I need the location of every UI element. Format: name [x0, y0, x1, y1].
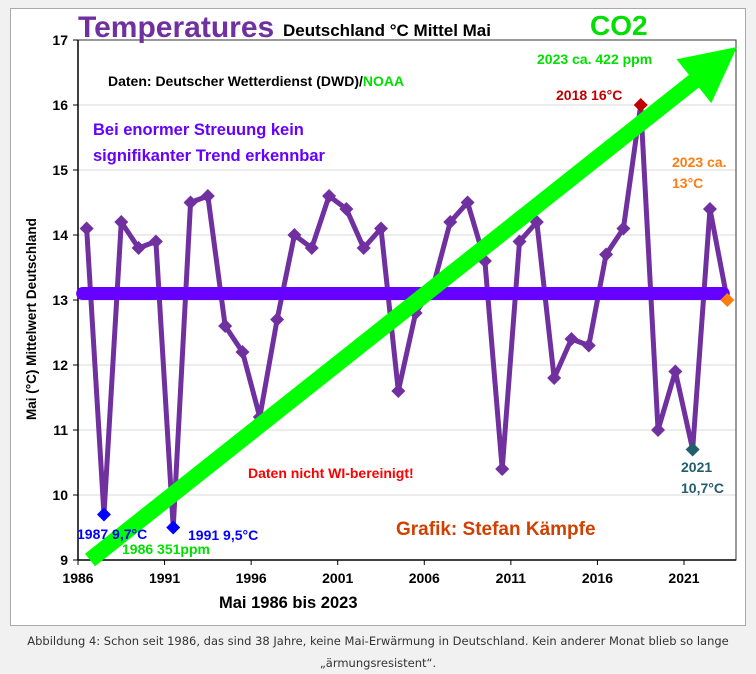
data-point-2022: [702, 202, 717, 216]
data-point-2017: [616, 221, 631, 236]
trend-note-line2: signifikanter Trend erkennbar: [93, 147, 326, 165]
y-tick-label: 15: [52, 162, 68, 178]
data-point-1999: [304, 241, 319, 255]
x-tick-label: 2021: [668, 570, 699, 586]
y-tick-label: 13: [52, 292, 68, 308]
data-point-1995: [235, 345, 250, 359]
x-tick-label: 1991: [149, 570, 180, 586]
highlight-2021-label-line2: 10,7°C: [681, 480, 724, 496]
caption-line-2: „ärmungsresistent“.: [319, 656, 437, 670]
data-point-2023: [720, 293, 735, 307]
data-point-1990: [148, 234, 163, 249]
data-point-2014: [564, 332, 579, 346]
y-tick-label: 14: [52, 227, 68, 243]
data-point-1991: [166, 520, 181, 535]
series-layer: [76, 47, 737, 567]
credit-label: Grafik: Stefan Kämpfe: [396, 519, 596, 540]
data-point-1986: [79, 221, 94, 236]
temperature-chart: 9 10 11 12 13 14 15 16 17 1986 1991 1996 2001 2006 201…: [24, 10, 737, 612]
data-point-2019: [651, 423, 666, 437]
highlight-2023-label-line1: 2023 ca.: [672, 154, 727, 170]
co2-arrow: [85, 47, 737, 567]
source-prefix: Daten: Deutscher Wetterdienst (DWD)/: [108, 73, 363, 89]
x-tick-label: 1996: [236, 570, 267, 586]
x-tick-label: 1986: [62, 570, 93, 586]
data-point-1994: [218, 319, 233, 333]
data-point-2007: [443, 215, 458, 229]
not-adjusted-note: Daten nicht WI-bereinigt!: [248, 465, 414, 481]
data-point-2004: [391, 384, 406, 398]
highlight-2023-label-line2: 13°C: [672, 175, 703, 191]
data-point-2021: [685, 442, 700, 457]
data-point-2018: [633, 98, 648, 112]
trend-note-line1: Bei enormer Streuung kein: [93, 121, 304, 139]
source-noaa: NOAA: [363, 73, 404, 89]
data-point-2013: [547, 371, 562, 385]
axes: 9 10 11 12 13 14 15 16 17 1986 1991 1996 2001 2006 201…: [52, 32, 737, 586]
data-point-1989: [131, 241, 146, 255]
y-tick-label: 17: [52, 32, 68, 48]
labels-layer: Temperatures Deutschland °C Mittel Mai C…: [24, 10, 727, 612]
data-point-2010: [495, 462, 510, 476]
data-point-1997: [270, 312, 285, 327]
chart-title-sub: Deutschland °C Mittel Mai: [283, 21, 491, 40]
chart-title-main: Temperatures: [78, 11, 274, 44]
data-point-2008: [460, 195, 475, 210]
data-point-1992: [183, 195, 198, 210]
data-point-2002: [356, 241, 371, 255]
co2-title: CO2: [590, 10, 648, 41]
y-axis-label: Mai (°C) Mittelwert Deutschland: [24, 218, 39, 420]
x-axis-label: Mai 1986 bis 2023: [219, 594, 358, 612]
co2-end-label: 2023 ca. 422 ppm: [537, 51, 652, 67]
data-point-2000: [322, 189, 337, 203]
figure-caption: Abbildung 4: Schon seit 1986, das sind 3…: [0, 630, 756, 674]
data-point-2020: [668, 364, 683, 379]
data-point-1988: [114, 215, 129, 229]
y-tick-label: 9: [60, 552, 68, 568]
data-point-1993: [200, 189, 215, 203]
y-tick-label: 12: [52, 357, 68, 373]
data-point-2011: [512, 234, 527, 249]
y-tick-label: 16: [52, 97, 68, 113]
highlight-2021-label-line1: 2021: [681, 459, 712, 475]
highlight-2018-label: 2018 16°C: [556, 87, 622, 103]
x-tick-label: 2016: [582, 570, 613, 586]
highlight-1991-label: 1991 9,5°C: [188, 527, 258, 543]
highlight-1987-label: 1987 9,7°C: [77, 526, 147, 542]
y-tick-label: 11: [53, 422, 68, 438]
data-point-2016: [599, 247, 614, 262]
x-tick-label: 2011: [496, 570, 527, 586]
data-point-1998: [287, 228, 302, 242]
source-label: Daten: Deutscher Wetterdienst (DWD)/NOAA: [108, 73, 404, 89]
data-point-2001: [339, 202, 354, 216]
x-tick-label: 2001: [322, 570, 353, 586]
caption-line-1: Abbildung 4: Schon seit 1986, das sind 3…: [27, 634, 729, 648]
x-tick-label: 2006: [409, 570, 440, 586]
data-point-2003: [374, 221, 388, 236]
y-tick-label: 10: [52, 487, 68, 503]
data-point-1987: [96, 507, 111, 522]
data-point-2015: [581, 338, 596, 353]
co2-start-label: 1986 351ppm: [122, 541, 210, 557]
